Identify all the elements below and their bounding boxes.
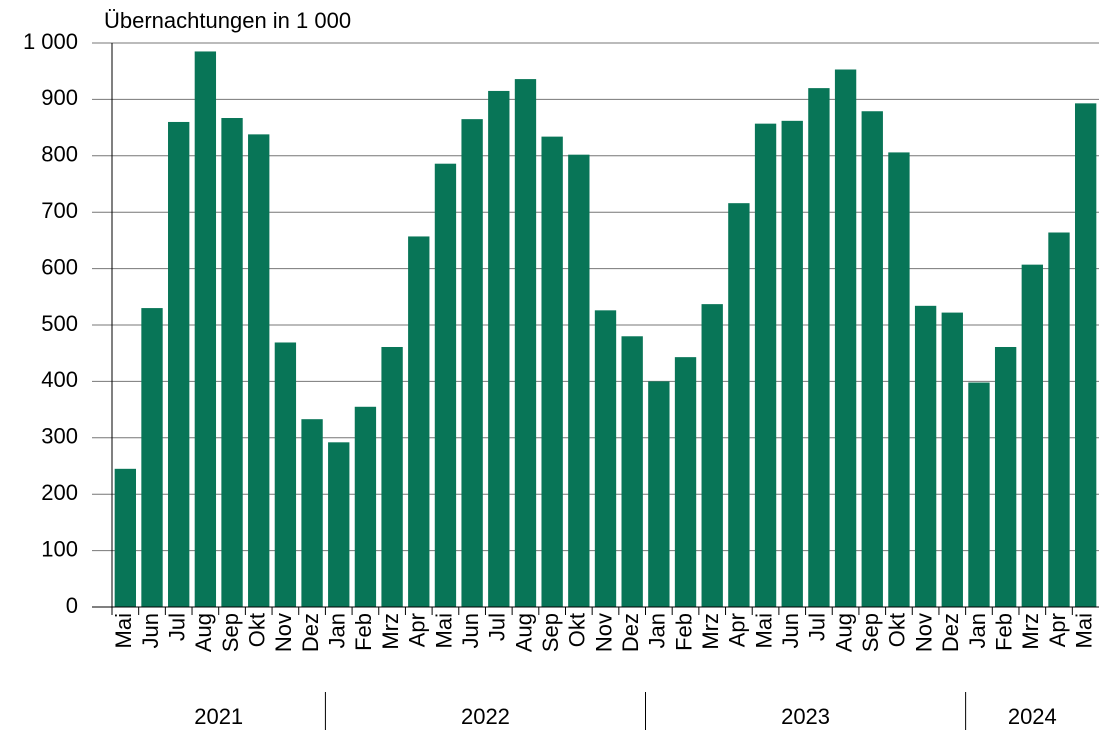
x-tick-label: Apr (1045, 613, 1070, 647)
bar (888, 152, 910, 607)
bar (621, 336, 643, 607)
x-tick-label: Feb (991, 613, 1016, 651)
x-tick-label: Jul (805, 613, 830, 641)
x-tick-label: Nov (911, 613, 936, 652)
x-tick-label: Sep (858, 613, 883, 652)
x-tick-label: Okt (885, 613, 910, 647)
y-tick-label: 300 (41, 424, 78, 449)
x-tick-label: Nov (591, 613, 616, 652)
bar (488, 90, 510, 607)
group-label: 2022 (461, 704, 510, 729)
x-tick-label: Jan (965, 613, 990, 648)
bar (968, 382, 990, 607)
x-tick-label: Feb (671, 613, 696, 651)
group-label: 2023 (781, 704, 830, 729)
bar (541, 136, 563, 607)
y-tick-label: 800 (41, 142, 78, 167)
x-tick-label: Aug (511, 613, 536, 652)
x-tick-label: Mrz (698, 613, 723, 650)
y-tick-label: 100 (41, 536, 78, 561)
bar (274, 342, 297, 607)
x-tick-label: Nov (271, 613, 296, 652)
bar (434, 163, 457, 608)
bar (114, 468, 137, 607)
x-tick-label: Mai (111, 613, 136, 648)
bar (1048, 232, 1070, 607)
bar (1021, 264, 1043, 607)
x-tick-label: Jul (165, 613, 190, 641)
x-tick-label: Okt (245, 613, 270, 647)
y-tick-label: 900 (41, 85, 78, 110)
x-tick-label: Sep (218, 613, 243, 652)
bar (301, 419, 323, 607)
x-tick-label: Aug (191, 613, 216, 652)
y-tick-label: 700 (41, 198, 78, 223)
bar (994, 346, 1017, 607)
bar (834, 69, 857, 608)
x-tick-label: Jan (645, 613, 670, 648)
bar (248, 134, 270, 608)
x-tick-label: Okt (565, 613, 590, 647)
x-tick-label: Dez (938, 613, 963, 652)
y-tick-label: 600 (41, 254, 78, 279)
bar (168, 121, 190, 608)
y-tick-label: 500 (41, 311, 78, 336)
x-tick-label: Apr (725, 613, 750, 647)
bar (354, 406, 377, 607)
bar (1074, 103, 1097, 608)
bar (408, 236, 430, 607)
bar (328, 442, 350, 607)
bar (221, 118, 243, 608)
bar (514, 79, 537, 607)
bar (648, 381, 670, 607)
bar (701, 304, 723, 607)
bar (914, 305, 937, 607)
x-tick-label: Mai (1071, 613, 1096, 648)
bar (141, 308, 163, 607)
bar (808, 88, 830, 608)
x-tick-label: Mrz (1018, 613, 1043, 650)
bar (728, 203, 750, 607)
x-tick-label: Jan (325, 613, 350, 648)
bar (461, 119, 483, 607)
bar (781, 120, 803, 607)
x-tick-label: Dez (618, 613, 643, 652)
bar (568, 154, 590, 607)
group-label: 2021 (194, 704, 243, 729)
y-tick-label: 0 (66, 593, 78, 618)
x-tick-label: Apr (405, 613, 430, 647)
x-tick-label: Jun (778, 613, 803, 648)
x-tick-label: Dez (298, 613, 323, 652)
bar (194, 51, 217, 607)
group-label: 2024 (1008, 704, 1057, 729)
bar (381, 346, 403, 607)
bar (754, 123, 777, 607)
y-tick-label: 200 (41, 480, 78, 505)
bar (861, 111, 883, 607)
bar (674, 357, 697, 607)
x-tick-label: Mai (751, 613, 776, 648)
y-tick-label: 400 (41, 367, 78, 392)
x-tick-label: Aug (831, 613, 856, 652)
x-tick-label: Mrz (378, 613, 403, 650)
x-tick-label: Jun (138, 613, 163, 648)
x-tick-label: Jul (485, 613, 510, 641)
x-tick-label: Mai (431, 613, 456, 648)
x-tick-label: Jun (458, 613, 483, 648)
chart-title: Übernachtungen in 1 000 (104, 8, 351, 33)
x-tick-label: Sep (538, 613, 563, 652)
y-tick-label: 1 000 (23, 29, 78, 54)
x-tick-label: Feb (351, 613, 376, 651)
bar (941, 312, 963, 607)
bar (594, 310, 617, 607)
